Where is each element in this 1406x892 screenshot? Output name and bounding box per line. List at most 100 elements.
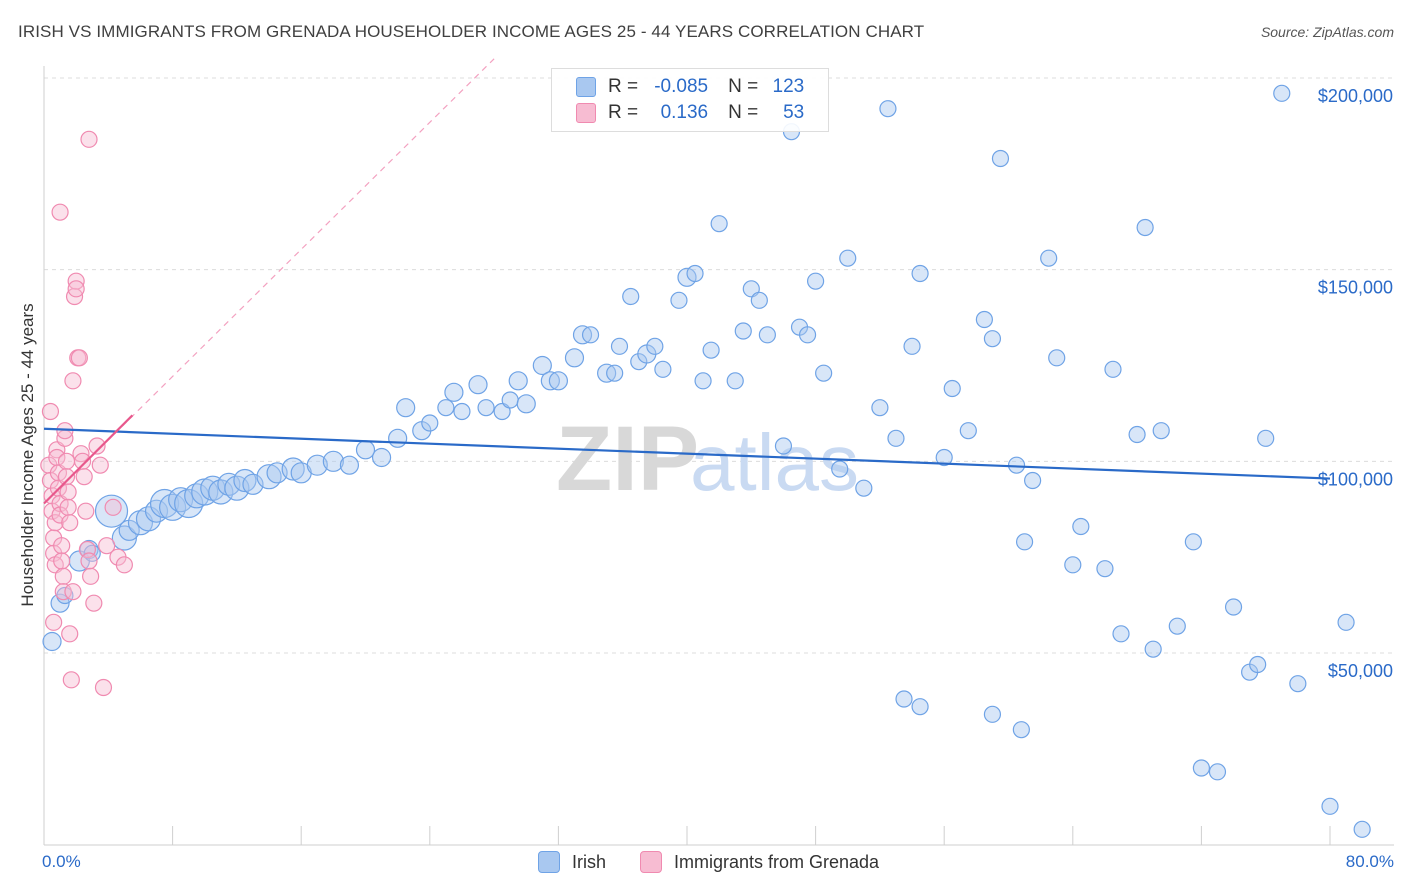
irish-point — [508, 371, 528, 391]
n-value: 53 — [783, 102, 805, 123]
irish-point — [1128, 425, 1146, 444]
irish-point — [421, 414, 439, 432]
y-tick-label: $150,000 — [1318, 278, 1393, 298]
irish-point — [1353, 820, 1371, 838]
irish-point — [1257, 429, 1275, 447]
n-value: 123 — [772, 76, 805, 97]
watermark-atlas: atlas — [690, 418, 859, 507]
irish-point — [943, 379, 961, 398]
grenada-point — [98, 537, 116, 555]
y-tick-label: $100,000 — [1318, 469, 1393, 489]
irish-point — [879, 100, 897, 118]
irish-point — [1012, 721, 1030, 739]
irish-point — [1321, 797, 1339, 815]
irish-point — [871, 399, 889, 417]
irish-point — [1192, 759, 1211, 777]
irish-point — [935, 448, 953, 467]
irish-point — [911, 698, 929, 716]
r-value: 0.136 — [660, 102, 709, 123]
grenada-point — [75, 468, 93, 486]
irish-point — [670, 291, 688, 309]
grenada-point — [53, 537, 71, 555]
grenada-point — [64, 583, 82, 601]
irish-point — [750, 291, 768, 309]
irish-point — [903, 337, 921, 355]
irish-point — [1208, 763, 1227, 781]
irish-point — [646, 337, 664, 355]
irish-point — [322, 450, 344, 472]
irish-point — [694, 372, 712, 390]
irish-point — [477, 399, 495, 417]
grenada-point — [104, 498, 122, 516]
correlation-legend: R = -0.085 N = 123 R = 0.136 N = 53 — [551, 68, 829, 132]
r-label: R = — [608, 76, 639, 97]
grenada-point — [85, 594, 103, 612]
grenada-point — [67, 280, 85, 298]
grenada-point — [94, 678, 113, 697]
irish-point — [839, 249, 857, 267]
irish-point — [1184, 533, 1202, 551]
irish-point — [622, 287, 640, 306]
irish-point — [437, 399, 455, 417]
irish-point — [806, 272, 825, 290]
source-label: Source: ZipAtlas.com — [1260, 24, 1394, 40]
irish-point — [1152, 422, 1170, 440]
irish-point — [532, 355, 552, 376]
irish-point — [516, 394, 536, 414]
trend-lines — [43, 58, 1331, 505]
legend-item-irish[interactable]: Irish — [538, 851, 606, 873]
grenada-point — [51, 203, 69, 221]
irish-point — [1040, 249, 1058, 267]
y-tick-label: $200,000 — [1318, 86, 1393, 106]
irish-point — [1064, 556, 1082, 574]
irish-point — [774, 437, 793, 455]
irish-point — [798, 326, 817, 344]
irish-point — [306, 454, 328, 476]
grid-lines — [44, 77, 1394, 654]
irish-point — [911, 264, 929, 283]
grenada-point — [57, 452, 76, 470]
irish-point — [606, 364, 624, 382]
irish-point — [468, 375, 488, 395]
grenada-point — [70, 349, 88, 367]
grenada-trend-line — [43, 414, 134, 505]
irish-point — [1136, 218, 1154, 237]
irish-point — [895, 690, 913, 708]
legend-label-irish: Irish — [572, 851, 607, 872]
grenada-point — [64, 372, 82, 390]
irish-point — [1273, 84, 1291, 102]
n-label: N = — [728, 76, 759, 97]
irish-point — [734, 322, 752, 340]
irish-point — [371, 447, 392, 468]
irish-point — [991, 149, 1010, 168]
r-value: -0.085 — [654, 76, 709, 97]
irish-point — [540, 371, 560, 391]
legend-label-grenada: Immigrants from Grenada — [674, 851, 880, 872]
watermark: ZIP atlas — [556, 408, 859, 510]
r-label: R = — [608, 102, 639, 123]
legend-item-grenada[interactable]: Immigrants from Grenada — [640, 851, 879, 873]
grenada-point — [62, 671, 80, 689]
n-label: N = — [728, 102, 759, 123]
y-tick-label: $50,000 — [1328, 661, 1393, 681]
irish-point — [983, 705, 1002, 723]
irish-point — [1337, 613, 1355, 631]
irish-point — [184, 483, 210, 509]
irish-point — [548, 371, 569, 391]
irish-point — [758, 326, 776, 344]
irish-point — [815, 364, 833, 382]
grenada-point — [80, 130, 98, 148]
y-tick-labels: $50,000 $100,000 $150,000 $200,000 — [1318, 86, 1393, 681]
irish-point — [1112, 625, 1130, 643]
grenada-point — [54, 567, 72, 585]
irish-point — [1168, 617, 1186, 635]
y-axis-label: Householder Income Ages 25 - 44 years — [18, 303, 37, 607]
legend-row-grenada: R = 0.136 N = 53 — [576, 100, 804, 126]
irish-trend-line — [43, 427, 1331, 480]
legend-row-irish: R = -0.085 N = 123 — [576, 74, 804, 100]
irish-point — [42, 631, 62, 652]
irish-point — [1015, 533, 1034, 551]
irish-point — [959, 422, 977, 440]
irish-point — [654, 360, 672, 378]
